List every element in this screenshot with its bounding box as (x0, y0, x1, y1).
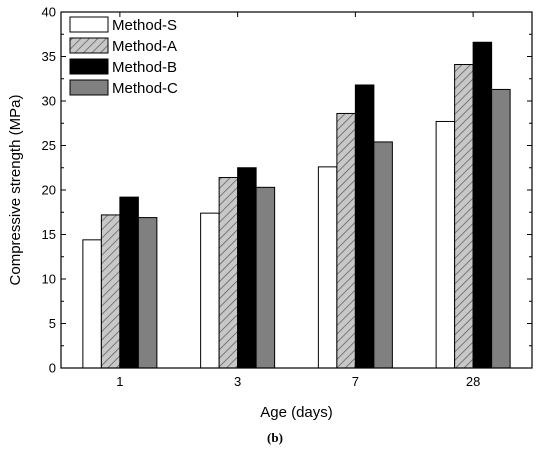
bar-method-a-7 (336, 112, 356, 369)
bar-method-b-3 (237, 167, 257, 369)
bar-method-b-7 (354, 84, 375, 369)
figure-caption: (b) (267, 430, 283, 445)
legend-swatch-method-a (69, 37, 109, 54)
bar-method-b-1 (119, 196, 139, 369)
legend-label-method-c: Method-C (112, 80, 178, 97)
bar-method-b-28 (472, 41, 493, 369)
bars-layer (82, 41, 511, 369)
axes-layer: 0 5 10 15 20 25 30 35 40 1 3 7 28 (42, 5, 533, 389)
legend-label-method-b: Method-B (112, 59, 177, 76)
y-tick-label: 25 (42, 138, 56, 153)
bar-method-a-1 (100, 214, 121, 369)
x-axis-title: Age (days) (260, 404, 333, 421)
legend-swatch-method-c (69, 79, 109, 96)
bar-method-c-7 (373, 141, 393, 369)
bar-method-a-28 (454, 64, 474, 369)
bar-method-c-3 (255, 186, 276, 369)
y-tick-label: 5 (49, 316, 56, 331)
y-tick-label: 35 (42, 49, 56, 64)
legend-swatch-method-s (69, 16, 109, 33)
y-tick-label: 15 (42, 227, 56, 242)
y-tick-label: 0 (49, 361, 56, 376)
y-axis-title: Compressive strength (MPa) (7, 95, 24, 286)
bar-method-c-28 (491, 88, 511, 369)
bar-method-s-7 (317, 166, 338, 369)
legend-label-method-s: Method-S (112, 17, 177, 34)
legend-label-method-a: Method-A (112, 38, 177, 55)
x-tick-label: 1 (116, 374, 123, 389)
y-tick-label: 40 (42, 5, 56, 20)
bar-method-c-1 (137, 217, 158, 369)
y-tick-label: 10 (42, 272, 56, 287)
legend: Method-S Method-A Method-B Method-C (69, 16, 178, 97)
bar-method-s-28 (435, 120, 456, 369)
bar-method-a-3 (218, 177, 239, 369)
y-tick-label: 20 (42, 183, 56, 198)
legend-swatch-method-b (69, 58, 109, 75)
x-tick-label: 7 (352, 374, 359, 389)
bar-method-s-1 (82, 239, 102, 369)
x-tick-label: 28 (466, 374, 480, 389)
y-tick-label: 30 (42, 94, 56, 109)
bar-method-s-3 (200, 212, 220, 369)
x-tick-label: 3 (234, 374, 241, 389)
